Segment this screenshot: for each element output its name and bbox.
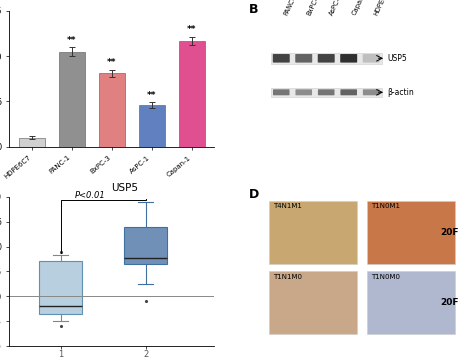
- Text: USP5: USP5: [387, 54, 407, 63]
- FancyBboxPatch shape: [363, 54, 380, 62]
- Bar: [99, 73, 125, 147]
- Text: USP5: USP5: [111, 183, 138, 193]
- FancyBboxPatch shape: [363, 89, 380, 95]
- Bar: [179, 41, 205, 147]
- FancyBboxPatch shape: [318, 89, 335, 95]
- Text: **: **: [107, 59, 117, 67]
- FancyBboxPatch shape: [295, 54, 312, 62]
- Text: T4N1M1: T4N1M1: [273, 203, 302, 210]
- FancyBboxPatch shape: [273, 54, 290, 62]
- Text: HDPE6C7: HDPE6C7: [373, 0, 392, 16]
- Text: 2: 2: [143, 350, 148, 357]
- Bar: [269, 201, 357, 264]
- Text: β-actin: β-actin: [387, 88, 414, 97]
- Bar: [39, 261, 82, 314]
- Bar: [138, 105, 164, 147]
- Text: T1N1M0: T1N1M0: [273, 274, 302, 280]
- Text: B: B: [248, 2, 258, 16]
- Bar: [269, 271, 357, 334]
- Bar: [367, 271, 455, 334]
- Text: T1N0M1: T1N0M1: [371, 203, 400, 210]
- Text: 20F: 20F: [440, 228, 459, 237]
- Bar: [271, 88, 382, 97]
- FancyBboxPatch shape: [295, 89, 312, 95]
- Bar: [271, 52, 382, 64]
- Bar: [367, 201, 455, 264]
- Text: D: D: [248, 188, 259, 201]
- Text: PANC-1: PANC-1: [283, 0, 299, 16]
- Text: **: **: [147, 91, 156, 100]
- Text: **: **: [67, 36, 76, 45]
- Bar: [124, 227, 167, 264]
- FancyBboxPatch shape: [318, 54, 335, 62]
- FancyBboxPatch shape: [340, 54, 357, 62]
- Text: P<0.01: P<0.01: [75, 191, 106, 200]
- Text: T1N0M0: T1N0M0: [371, 274, 400, 280]
- Text: AsPC-1: AsPC-1: [328, 0, 344, 16]
- FancyBboxPatch shape: [273, 89, 290, 95]
- Bar: [19, 138, 45, 147]
- Text: 20F: 20F: [440, 298, 459, 307]
- FancyBboxPatch shape: [340, 89, 357, 95]
- Text: 1: 1: [58, 350, 63, 357]
- Text: **: **: [187, 25, 196, 34]
- Text: BxPC-3: BxPC-3: [306, 0, 321, 16]
- Bar: [59, 51, 85, 147]
- Text: Capan-1: Capan-1: [351, 0, 368, 16]
